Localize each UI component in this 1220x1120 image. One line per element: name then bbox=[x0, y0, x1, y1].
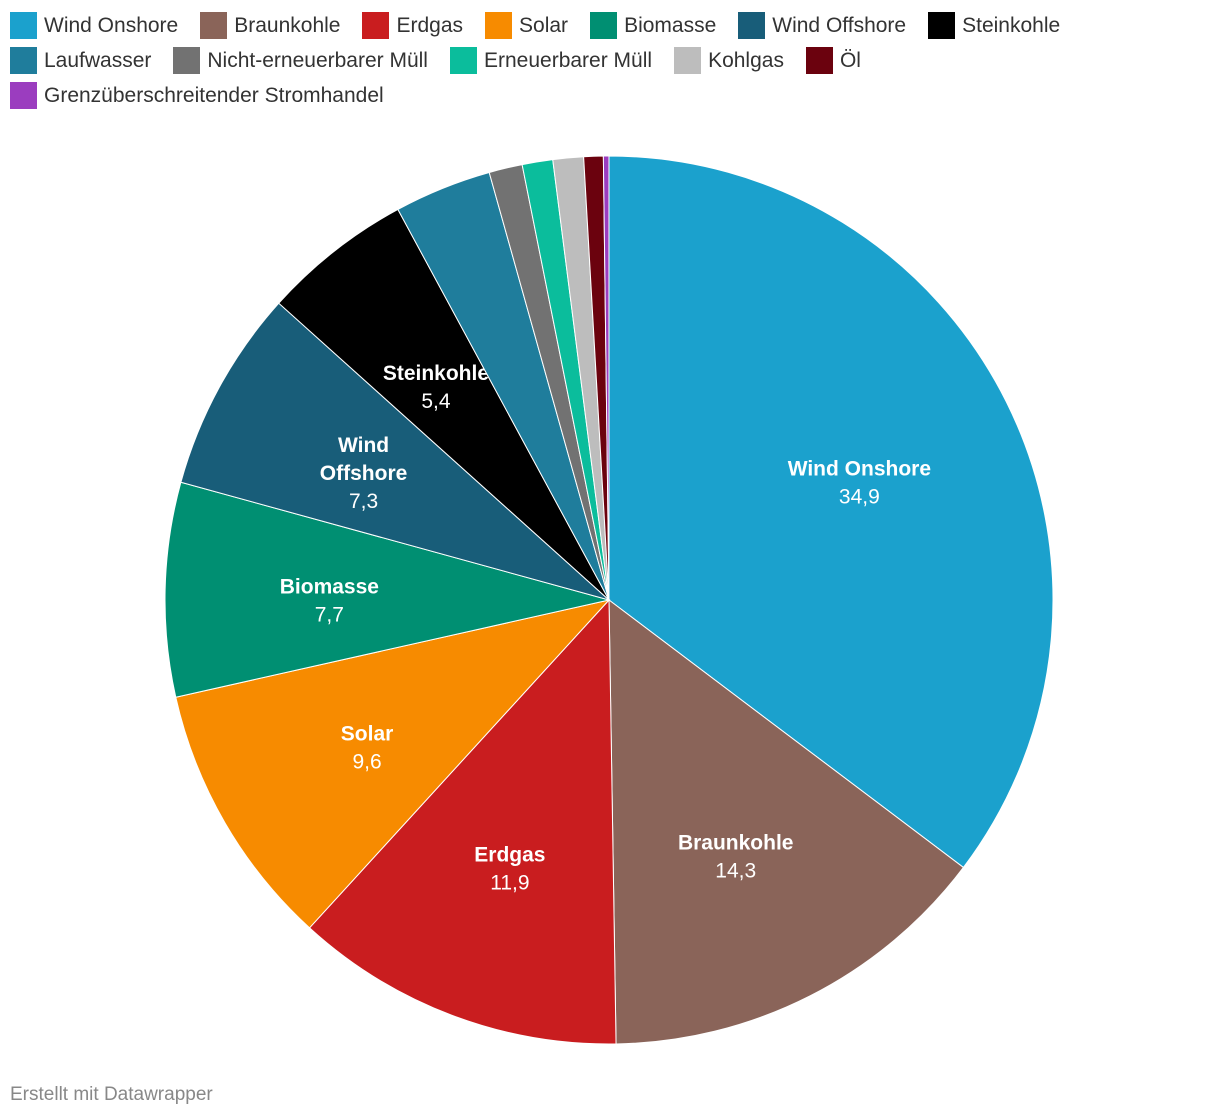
legend-item: Laufwasser bbox=[10, 47, 151, 74]
legend-swatch bbox=[10, 47, 37, 74]
legend-label: Steinkohle bbox=[962, 13, 1061, 37]
legend-swatch bbox=[173, 47, 201, 74]
pie-slice bbox=[175, 599, 611, 929]
legend-item: Steinkohle bbox=[928, 12, 1060, 39]
legend-label: Biomasse bbox=[624, 13, 717, 37]
pie-slice bbox=[608, 598, 965, 1045]
legend-label: Wind Onshore bbox=[44, 13, 179, 37]
pie-slice bbox=[308, 598, 617, 1045]
legend: Wind Onshore Braunkohle Erdgas Solar Biomass… bbox=[10, 12, 1200, 109]
slice-label: Braunkohle bbox=[678, 831, 794, 854]
legend-label: Öl bbox=[839, 48, 861, 72]
pie-slice bbox=[278, 208, 610, 601]
slice-label: Solar bbox=[341, 722, 394, 745]
legend-item: Erneuerbarer Müll bbox=[449, 47, 653, 74]
legend-label: Solar bbox=[519, 13, 569, 37]
legend-swatch bbox=[928, 12, 956, 39]
legend-label: Erneuerbarer Müll bbox=[483, 48, 653, 72]
slice-label: Wind Onshore bbox=[788, 457, 931, 480]
legend-swatch bbox=[200, 12, 228, 39]
legend-swatch bbox=[738, 12, 766, 39]
legend-swatch bbox=[10, 82, 37, 109]
pie-slice bbox=[608, 155, 1054, 869]
slice-value: 34,9 bbox=[839, 485, 880, 508]
legend-item: Nicht-erneuerbarer Müll bbox=[173, 47, 428, 74]
legend-swatch bbox=[10, 12, 37, 39]
legend-item: Biomasse bbox=[590, 12, 716, 39]
slice-value: 9,6 bbox=[352, 750, 381, 773]
legend-label: Grenzüberschreitender Stromhandel bbox=[44, 83, 384, 107]
legend-label: Laufwasser bbox=[44, 48, 152, 72]
legend-swatch bbox=[590, 12, 618, 39]
pie-slice bbox=[602, 155, 610, 601]
slice-value: 5,4 bbox=[421, 390, 451, 413]
slice-label: Offshore bbox=[320, 462, 408, 485]
legend-swatch bbox=[449, 47, 477, 74]
legend-swatch bbox=[805, 47, 833, 74]
legend-item: Kohlgas bbox=[674, 47, 784, 74]
legend-item: Wind Onshore bbox=[10, 12, 178, 39]
slice-value: 7,7 bbox=[315, 603, 344, 626]
slice-label: Steinkohle bbox=[383, 362, 489, 385]
slice-value: 7,3 bbox=[349, 490, 378, 513]
legend-label: Wind Offshore bbox=[772, 13, 907, 37]
legend-swatch bbox=[362, 12, 390, 39]
legend-swatch bbox=[674, 47, 702, 74]
legend-item: Grenzüberschreitender Stromhandel bbox=[10, 82, 384, 109]
pie-slice bbox=[164, 481, 610, 698]
legend-label: Braunkohle bbox=[234, 13, 341, 37]
legend-item: Braunkohle bbox=[200, 12, 340, 39]
legend-item: Erdgas bbox=[362, 12, 463, 39]
slice-value: 14,3 bbox=[715, 859, 756, 882]
footer-credit: Erstellt mit Datawrapper bbox=[10, 1084, 213, 1105]
legend-label: Erdgas bbox=[396, 13, 464, 37]
legend-label: Kohlgas bbox=[708, 48, 784, 72]
legend-swatch bbox=[485, 12, 513, 39]
slice-value: 11,9 bbox=[490, 872, 529, 895]
legend-label: Nicht-erneuerbarer Müll bbox=[207, 48, 428, 72]
legend-item: Solar bbox=[485, 12, 568, 39]
slice-label: Wind bbox=[338, 434, 389, 457]
legend-item: Wind Offshore bbox=[738, 12, 906, 39]
slice-label: Biomasse bbox=[280, 575, 379, 598]
legend-item: Öl bbox=[805, 47, 861, 74]
slice-label: Erdgas bbox=[474, 844, 545, 867]
pie-slice bbox=[180, 302, 610, 601]
